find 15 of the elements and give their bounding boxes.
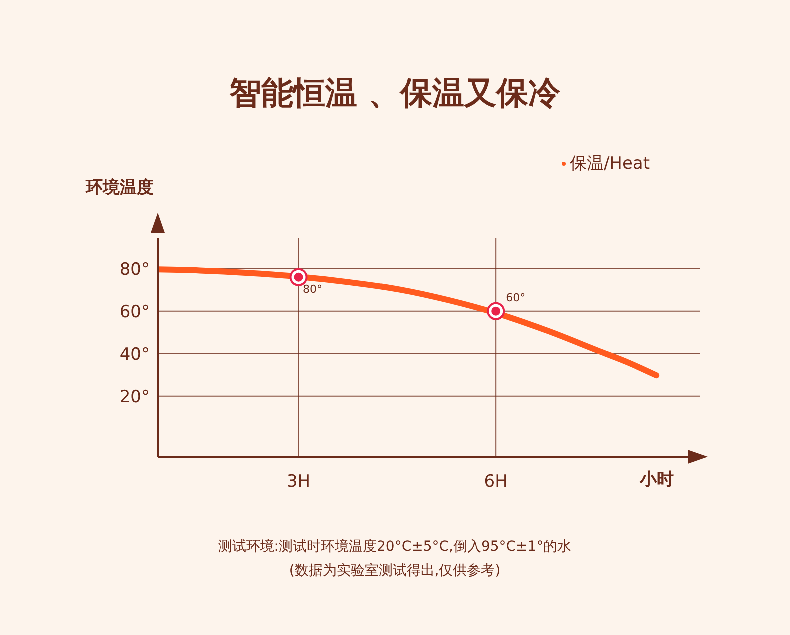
text: (数据为实验室测试得出,仅供参考): [288, 562, 502, 580]
chart-title: 智能恒温 、保温又保冷: [228, 73, 562, 114]
x-tick-label: 3H: [286, 472, 311, 492]
y-tick-label: 40°: [120, 344, 150, 365]
legend-label: 保温/Heat: [570, 154, 650, 174]
text: 测试环境:测试时环境温度20°C±5°C,倒入95°C±1°的水: [217, 538, 573, 556]
y-tick-label: 80°: [120, 260, 150, 280]
y-tick-label: 20°: [120, 387, 150, 408]
point: [487, 302, 506, 320]
x-tick-label: 6H: [484, 472, 508, 492]
y-axis-title: 环境温度: [86, 177, 154, 199]
x-axis-title: 小时: [640, 469, 674, 491]
annotation: 60°: [506, 291, 526, 304]
annotation: 80°: [303, 283, 323, 296]
y-tick-label: 60°: [120, 302, 150, 322]
